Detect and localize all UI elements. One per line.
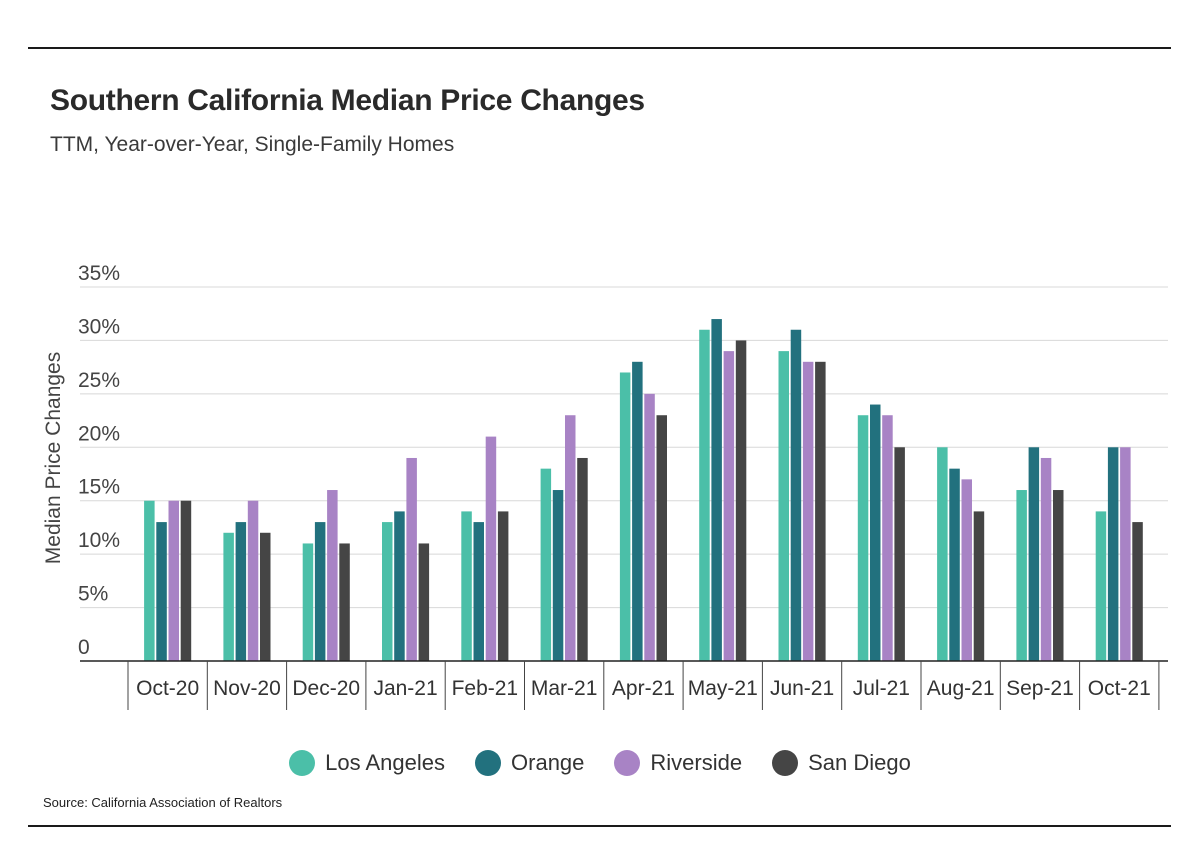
bar-los-angeles xyxy=(223,532,234,661)
bar-riverside xyxy=(406,457,417,661)
y-tick-label: 30% xyxy=(78,315,120,338)
bar-orange xyxy=(632,361,643,661)
legend-swatch xyxy=(614,750,641,776)
bar-riverside xyxy=(961,479,972,661)
bar-orange xyxy=(394,511,405,661)
y-tick-label: 35% xyxy=(78,262,120,285)
bar-los-angeles xyxy=(857,415,869,661)
bar-san-diego xyxy=(656,415,667,661)
bar-orange xyxy=(473,522,484,661)
bar-riverside xyxy=(327,490,338,661)
x-tick-label: Aug-21 xyxy=(927,677,995,700)
y-tick-label: 5% xyxy=(78,583,108,606)
bar-san-diego xyxy=(1132,522,1143,661)
bar-orange xyxy=(156,522,167,661)
y-tick-label: 20% xyxy=(78,422,120,445)
bar-san-diego xyxy=(497,511,509,661)
x-tick-label: Mar-21 xyxy=(531,677,598,700)
bar-los-angeles xyxy=(699,329,710,661)
y-tick-label: 10% xyxy=(78,529,120,552)
legend: Los Angeles Orange Riverside San Diego xyxy=(0,750,1200,776)
bar-riverside xyxy=(1040,457,1052,661)
bar-los-angeles xyxy=(382,522,393,661)
legend-item-los-angeles: Los Angeles xyxy=(289,750,445,776)
bar-orange xyxy=(870,404,881,661)
bar-los-angeles xyxy=(302,543,314,661)
legend-swatch xyxy=(772,750,799,776)
chart-title: Southern California Median Price Changes xyxy=(50,84,645,117)
y-axis-title: Median Price Changes xyxy=(42,352,65,564)
bar-orange xyxy=(552,490,564,661)
top-rule xyxy=(28,47,1171,49)
y-tick-label: 0 xyxy=(78,636,90,659)
bar-los-angeles xyxy=(540,468,552,661)
x-tick-label: Oct-20 xyxy=(136,677,199,700)
bar-san-diego xyxy=(815,361,826,661)
x-tick-label: Sep-21 xyxy=(1006,677,1074,700)
bar-chart: 0 5% 10% 15% 20% 25% 30% 35% Median Price Change… xyxy=(42,262,1168,710)
bar-orange xyxy=(235,522,247,661)
bar-los-angeles xyxy=(461,511,472,661)
bar-san-diego xyxy=(339,543,350,661)
bar-san-diego xyxy=(577,457,588,661)
legend-item-san-diego: San Diego xyxy=(772,750,911,776)
x-tick-label: Feb-21 xyxy=(452,677,519,700)
legend-item-orange: Orange xyxy=(475,750,584,776)
x-tick-label: May-21 xyxy=(688,677,758,700)
x-tick-label: Oct-21 xyxy=(1088,677,1151,700)
y-tick-label: 15% xyxy=(78,476,120,499)
bar-san-diego xyxy=(180,500,192,661)
bar-san-diego xyxy=(418,543,430,661)
bar-riverside xyxy=(1120,447,1131,661)
bar-san-diego xyxy=(260,532,271,661)
bar-riverside xyxy=(168,500,179,661)
bar-san-diego xyxy=(894,447,905,661)
y-tick-label: 25% xyxy=(78,369,120,392)
legend-swatch xyxy=(289,750,316,776)
bar-orange xyxy=(790,329,802,661)
x-tick-label: Jul-21 xyxy=(853,677,910,700)
x-tick-label: Jun-21 xyxy=(770,677,834,700)
bar-los-angeles xyxy=(619,372,631,661)
x-tick-label: Dec-20 xyxy=(292,677,360,700)
legend-label: Orange xyxy=(511,750,585,775)
x-tick-label: Jan-21 xyxy=(373,677,437,700)
chart-subtitle: TTM, Year-over-Year, Single-Family Homes xyxy=(50,133,455,156)
bar-los-angeles xyxy=(1016,490,1027,661)
bar-orange xyxy=(1107,447,1119,661)
bar-riverside xyxy=(723,351,735,661)
bar-los-angeles xyxy=(937,447,948,661)
bar-riverside xyxy=(565,415,576,661)
bar-san-diego xyxy=(1053,490,1064,661)
bar-san-diego xyxy=(973,511,985,661)
bar-riverside xyxy=(644,393,655,661)
bar-riverside xyxy=(247,500,259,661)
bar-orange xyxy=(314,522,326,661)
bottom-rule xyxy=(28,825,1171,827)
bar-orange xyxy=(711,319,722,661)
bar-riverside xyxy=(485,436,497,661)
legend-swatch xyxy=(475,750,502,776)
bar-riverside xyxy=(882,415,893,661)
x-tick-label: Apr-21 xyxy=(612,677,675,700)
legend-label: San Diego xyxy=(808,750,911,775)
bar-los-angeles xyxy=(1095,511,1107,661)
legend-label: Los Angeles xyxy=(325,750,446,775)
source-note: Source: California Association of Realto… xyxy=(43,795,283,810)
bar-los-angeles xyxy=(144,500,155,661)
x-tick-label: Nov-20 xyxy=(213,677,281,700)
legend-label: Riverside xyxy=(650,750,743,775)
bar-san-diego xyxy=(735,340,747,661)
bar-orange xyxy=(949,468,960,661)
bar-orange xyxy=(1028,447,1040,661)
bar-riverside xyxy=(802,361,814,661)
bar-los-angeles xyxy=(778,351,789,661)
legend-item-riverside: Riverside xyxy=(614,750,742,776)
